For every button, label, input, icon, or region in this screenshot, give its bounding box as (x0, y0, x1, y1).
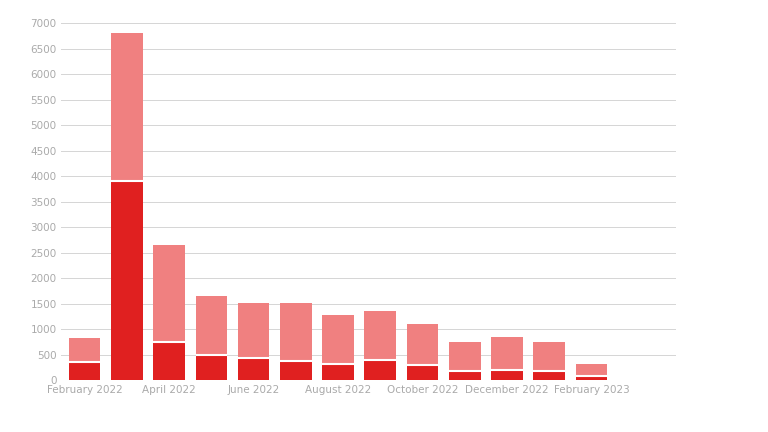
Bar (491, 371, 523, 380)
Bar (154, 342, 185, 380)
Bar (196, 355, 227, 380)
Bar (533, 371, 565, 380)
Bar (323, 315, 354, 364)
Bar (196, 296, 227, 355)
Bar (69, 362, 101, 380)
Bar (323, 364, 354, 380)
Bar (575, 364, 607, 376)
Bar (154, 245, 185, 342)
Bar (365, 360, 396, 380)
Bar (406, 365, 439, 380)
Bar (449, 372, 481, 380)
Bar (449, 342, 481, 372)
Bar (111, 33, 143, 181)
Bar (491, 337, 523, 371)
Bar (280, 361, 312, 380)
Bar (365, 311, 396, 360)
Bar (406, 324, 439, 365)
Bar (111, 181, 143, 380)
Bar (575, 376, 607, 380)
Bar (238, 303, 270, 358)
Bar (280, 303, 312, 361)
Bar (238, 358, 270, 380)
Bar (69, 338, 101, 362)
Bar (533, 342, 565, 371)
